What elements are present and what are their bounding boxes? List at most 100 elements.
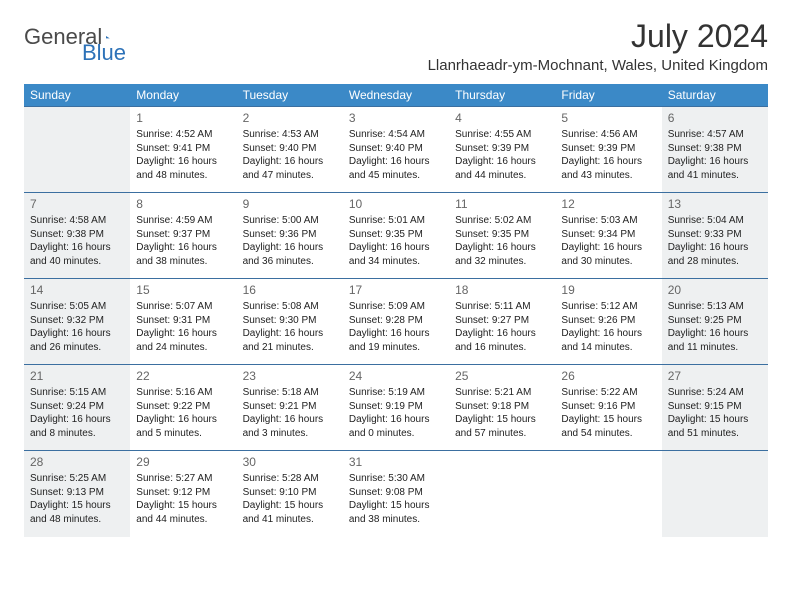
dl1-text: Daylight: 15 hours xyxy=(243,499,337,513)
title-block: July 2024 Llanrhaeadr-ym-Mochnant, Wales… xyxy=(428,18,768,78)
sunset-text: Sunset: 9:18 PM xyxy=(455,400,549,414)
day-cell: 1Sunrise: 4:52 AMSunset: 9:41 PMDaylight… xyxy=(130,107,236,193)
dh-wed: Wednesday xyxy=(343,84,449,107)
dl1-text: Daylight: 16 hours xyxy=(136,327,230,341)
dh-tue: Tuesday xyxy=(237,84,343,107)
sunset-text: Sunset: 9:08 PM xyxy=(349,486,443,500)
sunrise-text: Sunrise: 5:12 AM xyxy=(561,300,655,314)
sunset-text: Sunset: 9:25 PM xyxy=(668,314,762,328)
day-cell: 28Sunrise: 5:25 AMSunset: 9:13 PMDayligh… xyxy=(24,451,130,537)
day-number: 20 xyxy=(668,282,762,298)
day-number: 3 xyxy=(349,110,443,126)
day-cell: 14Sunrise: 5:05 AMSunset: 9:32 PMDayligh… xyxy=(24,279,130,365)
week-row: 1Sunrise: 4:52 AMSunset: 9:41 PMDaylight… xyxy=(24,107,768,193)
day-cell: 25Sunrise: 5:21 AMSunset: 9:18 PMDayligh… xyxy=(449,365,555,451)
day-cell: 21Sunrise: 5:15 AMSunset: 9:24 PMDayligh… xyxy=(24,365,130,451)
dl2-text: and 26 minutes. xyxy=(30,341,124,355)
day-number: 14 xyxy=(30,282,124,298)
day-cell: 20Sunrise: 5:13 AMSunset: 9:25 PMDayligh… xyxy=(662,279,768,365)
week-row: 14Sunrise: 5:05 AMSunset: 9:32 PMDayligh… xyxy=(24,279,768,365)
day-cell: 23Sunrise: 5:18 AMSunset: 9:21 PMDayligh… xyxy=(237,365,343,451)
sunset-text: Sunset: 9:15 PM xyxy=(668,400,762,414)
sunrise-text: Sunrise: 4:56 AM xyxy=(561,128,655,142)
dl1-text: Daylight: 16 hours xyxy=(30,327,124,341)
day-cell: 10Sunrise: 5:01 AMSunset: 9:35 PMDayligh… xyxy=(343,193,449,279)
sunset-text: Sunset: 9:27 PM xyxy=(455,314,549,328)
dl2-text: and 44 minutes. xyxy=(455,169,549,183)
day-cell: 15Sunrise: 5:07 AMSunset: 9:31 PMDayligh… xyxy=(130,279,236,365)
week-row: 28Sunrise: 5:25 AMSunset: 9:13 PMDayligh… xyxy=(24,451,768,537)
sunrise-text: Sunrise: 5:21 AM xyxy=(455,386,549,400)
day-cell: 31Sunrise: 5:30 AMSunset: 9:08 PMDayligh… xyxy=(343,451,449,537)
sunrise-text: Sunrise: 5:01 AM xyxy=(349,214,443,228)
sunrise-text: Sunrise: 5:28 AM xyxy=(243,472,337,486)
day-number: 30 xyxy=(243,454,337,470)
dl1-text: Daylight: 16 hours xyxy=(136,413,230,427)
sunrise-text: Sunrise: 5:15 AM xyxy=(30,386,124,400)
dl2-text: and 44 minutes. xyxy=(136,513,230,527)
dl2-text: and 51 minutes. xyxy=(668,427,762,441)
sunset-text: Sunset: 9:16 PM xyxy=(561,400,655,414)
dh-mon: Monday xyxy=(130,84,236,107)
sunset-text: Sunset: 9:39 PM xyxy=(455,142,549,156)
dl2-text: and 47 minutes. xyxy=(243,169,337,183)
sunrise-text: Sunrise: 5:18 AM xyxy=(243,386,337,400)
sunset-text: Sunset: 9:40 PM xyxy=(243,142,337,156)
day-number: 18 xyxy=(455,282,549,298)
day-number: 24 xyxy=(349,368,443,384)
dl2-text: and 43 minutes. xyxy=(561,169,655,183)
sunset-text: Sunset: 9:12 PM xyxy=(136,486,230,500)
dh-sat: Saturday xyxy=(662,84,768,107)
day-number: 6 xyxy=(668,110,762,126)
day-number: 2 xyxy=(243,110,337,126)
dl1-text: Daylight: 16 hours xyxy=(349,413,443,427)
dl1-text: Daylight: 16 hours xyxy=(668,241,762,255)
day-number: 1 xyxy=(136,110,230,126)
day-cell: 29Sunrise: 5:27 AMSunset: 9:12 PMDayligh… xyxy=(130,451,236,537)
sunrise-text: Sunrise: 4:55 AM xyxy=(455,128,549,142)
dl1-text: Daylight: 16 hours xyxy=(455,155,549,169)
dl1-text: Daylight: 16 hours xyxy=(561,155,655,169)
sunset-text: Sunset: 9:13 PM xyxy=(30,486,124,500)
sunset-text: Sunset: 9:38 PM xyxy=(668,142,762,156)
sunset-text: Sunset: 9:30 PM xyxy=(243,314,337,328)
day-cell: 8Sunrise: 4:59 AMSunset: 9:37 PMDaylight… xyxy=(130,193,236,279)
dl1-text: Daylight: 15 hours xyxy=(30,499,124,513)
dl1-text: Daylight: 16 hours xyxy=(455,327,549,341)
dl1-text: Daylight: 15 hours xyxy=(136,499,230,513)
sunrise-text: Sunrise: 4:58 AM xyxy=(30,214,124,228)
dl2-text: and 34 minutes. xyxy=(349,255,443,269)
sunset-text: Sunset: 9:28 PM xyxy=(349,314,443,328)
day-number: 8 xyxy=(136,196,230,212)
day-number: 16 xyxy=(243,282,337,298)
dl2-text: and 16 minutes. xyxy=(455,341,549,355)
day-number: 21 xyxy=(30,368,124,384)
dl1-text: Daylight: 16 hours xyxy=(668,155,762,169)
sunrise-text: Sunrise: 5:19 AM xyxy=(349,386,443,400)
sunset-text: Sunset: 9:35 PM xyxy=(349,228,443,242)
dl1-text: Daylight: 16 hours xyxy=(136,241,230,255)
day-number: 31 xyxy=(349,454,443,470)
dl2-text: and 57 minutes. xyxy=(455,427,549,441)
dl2-text: and 19 minutes. xyxy=(349,341,443,355)
day-number: 27 xyxy=(668,368,762,384)
dl2-text: and 41 minutes. xyxy=(668,169,762,183)
sunset-text: Sunset: 9:39 PM xyxy=(561,142,655,156)
dl2-text: and 32 minutes. xyxy=(455,255,549,269)
day-cell: 24Sunrise: 5:19 AMSunset: 9:19 PMDayligh… xyxy=(343,365,449,451)
day-cell: 7Sunrise: 4:58 AMSunset: 9:38 PMDaylight… xyxy=(24,193,130,279)
dl1-text: Daylight: 16 hours xyxy=(243,413,337,427)
dl1-text: Daylight: 15 hours xyxy=(349,499,443,513)
day-number: 10 xyxy=(349,196,443,212)
sunrise-text: Sunrise: 5:13 AM xyxy=(668,300,762,314)
day-number: 9 xyxy=(243,196,337,212)
dl1-text: Daylight: 15 hours xyxy=(668,413,762,427)
dl1-text: Daylight: 16 hours xyxy=(136,155,230,169)
sunset-text: Sunset: 9:38 PM xyxy=(30,228,124,242)
day-cell: 11Sunrise: 5:02 AMSunset: 9:35 PMDayligh… xyxy=(449,193,555,279)
day-cell: 16Sunrise: 5:08 AMSunset: 9:30 PMDayligh… xyxy=(237,279,343,365)
dl2-text: and 14 minutes. xyxy=(561,341,655,355)
day-cell: 5Sunrise: 4:56 AMSunset: 9:39 PMDaylight… xyxy=(555,107,661,193)
dl2-text: and 24 minutes. xyxy=(136,341,230,355)
sunset-text: Sunset: 9:10 PM xyxy=(243,486,337,500)
